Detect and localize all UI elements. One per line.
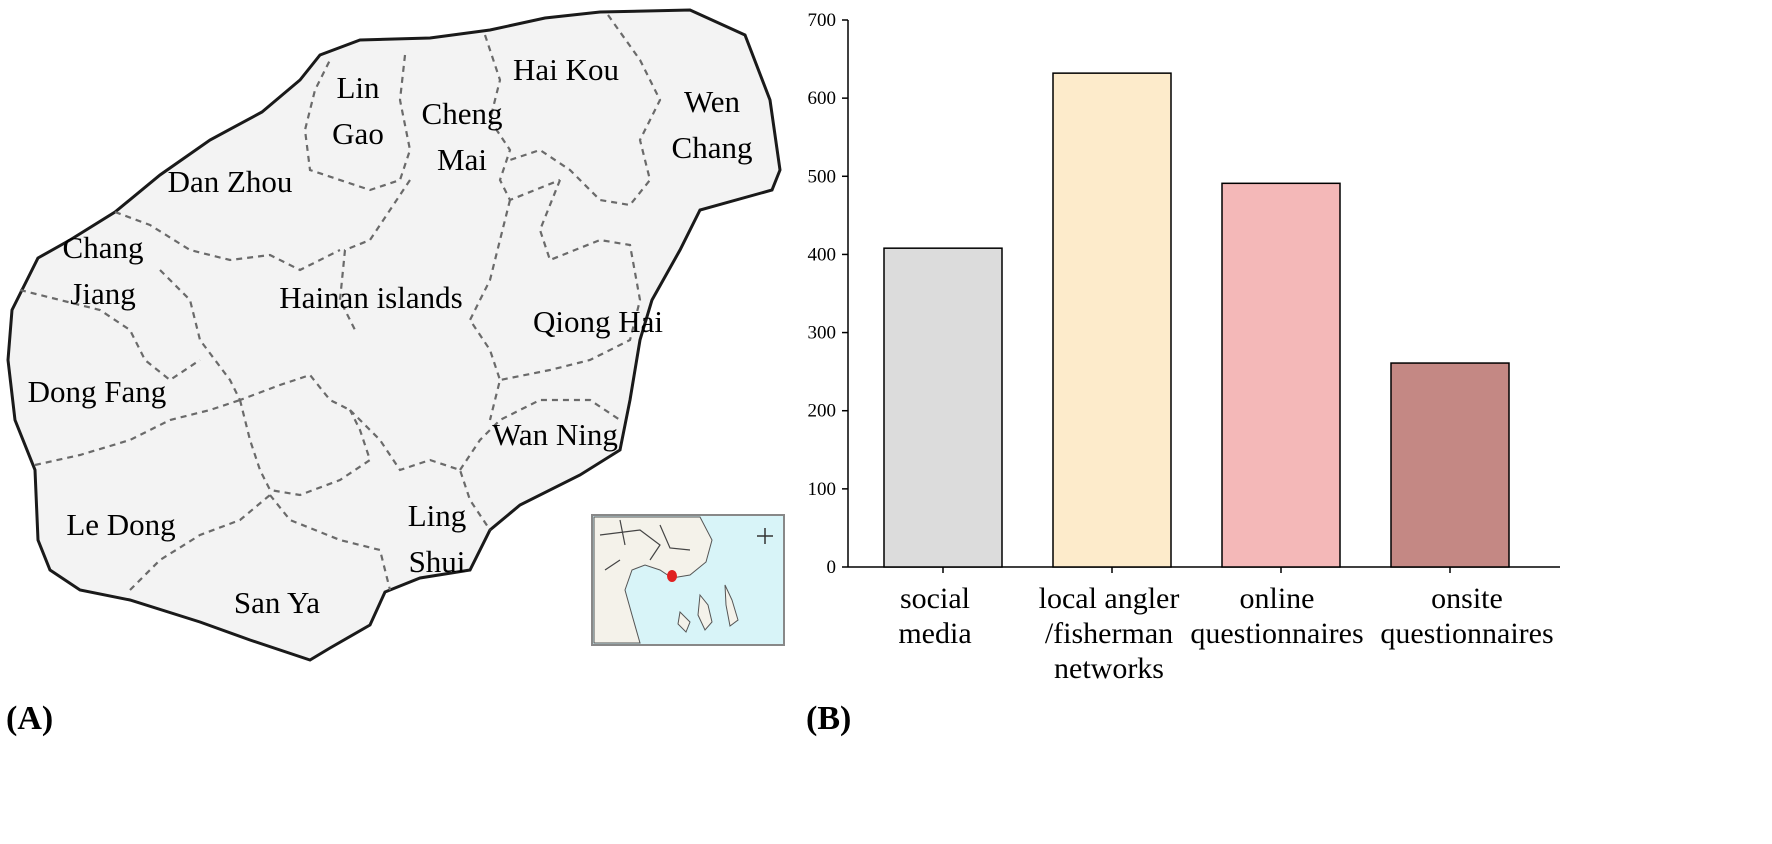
inset-islands — [677, 584, 739, 633]
region-label-cheng-mai: Cheng Mai — [422, 96, 503, 177]
y-tick-label: 600 — [808, 88, 837, 109]
x-category-label-line: networks — [1054, 652, 1164, 685]
region-label-san-ya: San Ya — [234, 585, 320, 620]
island-outline — [6, 8, 782, 662]
region-label-line: Wen — [684, 84, 741, 119]
panel-label-b: (B) — [806, 700, 852, 737]
region-label-wan-ning: Wan Ning — [492, 417, 618, 452]
bar-3 — [1390, 362, 1510, 568]
inset-locator-map — [591, 514, 785, 646]
x-category-label-line: social — [900, 582, 970, 615]
region-label-line: Lin — [336, 70, 380, 105]
y-tick-label: 400 — [808, 244, 837, 265]
y-tick-label: 0 — [827, 557, 837, 578]
region-label-qiong-hai: Qiong Hai — [533, 304, 663, 339]
region-label-hainan-islands: Hainan islands — [279, 280, 462, 315]
region-label-line: Cheng — [422, 96, 503, 131]
region-label-line: Hai Kou — [513, 52, 619, 87]
region-label-line: Gao — [332, 116, 384, 151]
y-tick-label: 500 — [808, 166, 837, 187]
region-label-lin-gao: Lin Gao — [332, 70, 384, 151]
y-tick-label: 300 — [808, 323, 837, 344]
hainan-location-marker — [667, 570, 677, 582]
region-label-line: Mai — [437, 142, 487, 177]
x-category-label-line: onsite — [1431, 582, 1503, 615]
x-category-label-line: media — [898, 617, 971, 650]
region-label-dan-zhou: Dan Zhou — [168, 164, 293, 199]
x-category-label-line: online — [1240, 582, 1315, 615]
region-label-line: Dan Zhou — [168, 164, 293, 199]
x-category-label-line: local angler — [1039, 582, 1180, 615]
region-label-line: Le Dong — [66, 507, 175, 542]
region-label-line: Dong Fang — [28, 374, 167, 409]
region-label-line: Chang — [63, 230, 144, 265]
bar-2 — [1221, 182, 1341, 568]
region-label-le-dong: Le Dong — [66, 507, 175, 542]
x-category-label: onsite questionnaires — [1380, 582, 1553, 650]
x-category-label-line: /fisherman — [1045, 617, 1173, 650]
y-tick-label: 700 — [808, 10, 837, 31]
bar-0 — [883, 247, 1003, 568]
x-category-label: online questionnaires — [1190, 582, 1363, 650]
panel-label-a: (A) — [6, 700, 54, 737]
region-label-hai-kou: Hai Kou — [513, 52, 619, 87]
region-label-line: Qiong Hai — [533, 304, 663, 339]
region-label-line: Hainan islands — [279, 280, 462, 315]
region-label-wen-chang: Wen Chang — [672, 84, 753, 165]
region-label-line: Wan Ning — [492, 417, 618, 452]
region-label-line: Ling — [408, 498, 467, 533]
y-tick-label: 100 — [808, 479, 837, 500]
y-tick-label: 200 — [808, 401, 837, 422]
x-category-label-line: questionnaires — [1380, 617, 1553, 650]
region-label-ling-shui: Ling Shui — [408, 498, 467, 579]
region-label-line: Chang — [672, 130, 753, 165]
inset-mainland — [593, 516, 713, 644]
x-category-label: local angler/fisherman networks — [1039, 582, 1180, 685]
region-label-chang-jiang: Chang Jiang — [63, 230, 144, 311]
region-label-dong-fang: Dong Fang — [28, 374, 167, 409]
bar-1 — [1052, 72, 1172, 568]
region-label-line: San Ya — [234, 585, 320, 620]
x-category-label-line: questionnaires — [1190, 617, 1363, 650]
x-category-label: social media — [898, 582, 971, 650]
region-label-line: Jiang — [70, 276, 135, 311]
hainan-map: Hai Kou Lin Gao Cheng Mai Wen Chang Dan Zhou Cha… — [6, 8, 785, 662]
north-arrow-icon — [757, 528, 773, 544]
region-label-line: Shui — [409, 544, 466, 579]
district-borders — [19, 14, 662, 591]
